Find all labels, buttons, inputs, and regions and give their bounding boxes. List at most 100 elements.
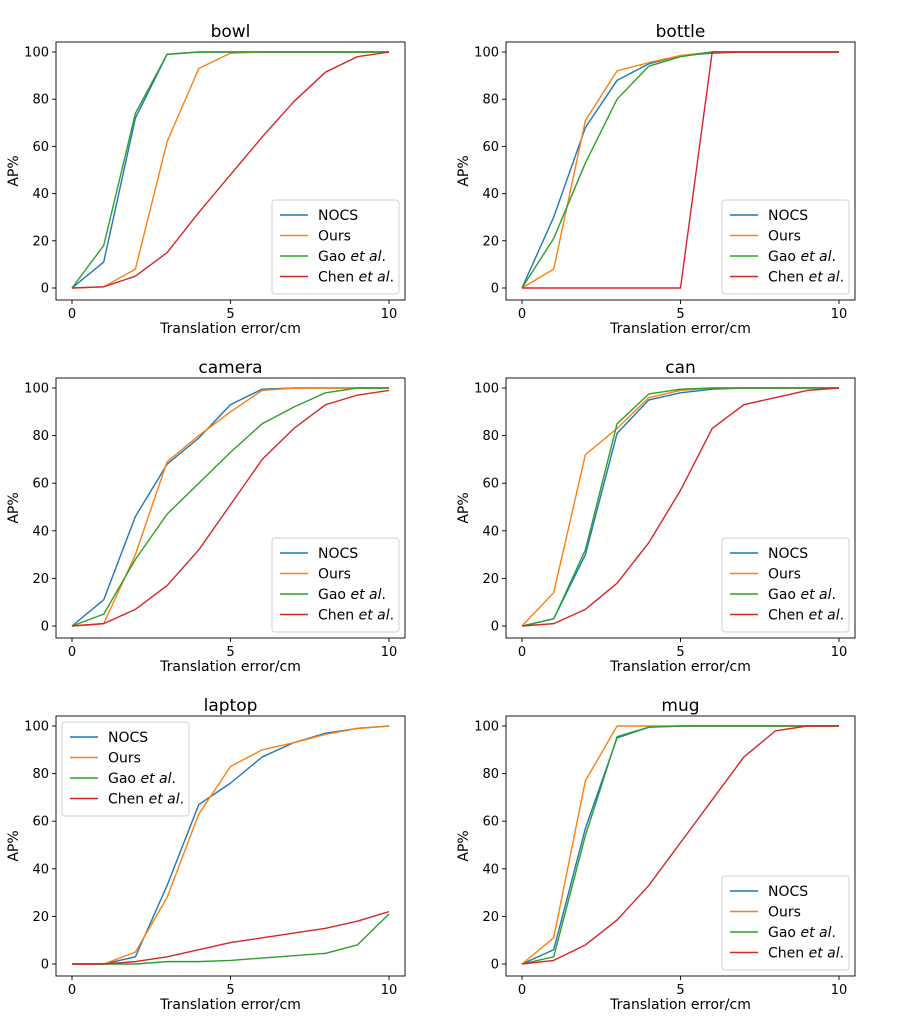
y-tick-label: 100: [24, 382, 49, 397]
legend: NOCS Ours Gao et al. Chen et al.: [61, 721, 190, 817]
legend: NOCS Ours Gao et al. Chen et al.: [721, 537, 850, 633]
legend-label-part: et al: [149, 792, 180, 808]
legend-label-part: et al: [140, 771, 171, 787]
legend-label-part: Ours: [768, 229, 801, 245]
legend-label-part: Chen: [108, 792, 149, 808]
legend-label-part: .: [840, 608, 844, 624]
chart-title: can: [665, 358, 696, 378]
y-tick-label: 80: [32, 767, 49, 782]
legend-label-part: et al: [809, 270, 840, 286]
y-tick-label: 100: [24, 720, 49, 735]
legend-label-part: Chen: [768, 608, 809, 624]
series-line-chen: [522, 51, 839, 289]
y-axis-label: AP%: [456, 155, 472, 186]
x-tick-label: 10: [381, 307, 398, 322]
y-tick-label: 100: [474, 46, 499, 61]
x-tick-label: 5: [226, 307, 234, 322]
legend-label-nocs: NOCS: [108, 730, 148, 746]
y-tick-label: 60: [482, 477, 499, 492]
y-axis-label: AP%: [6, 492, 22, 523]
y-tick-label: 0: [41, 620, 49, 635]
legend-label-part: et al: [359, 608, 390, 624]
x-axis-label: Translation error/cm: [159, 321, 301, 337]
y-tick-label: 20: [482, 572, 499, 587]
legend-label-nocs: NOCS: [768, 208, 808, 224]
legend-label-part: Ours: [108, 751, 141, 767]
legend-label-part: Gao: [318, 249, 350, 265]
legend-label-part: .: [831, 925, 835, 941]
x-tick-label: 0: [518, 645, 526, 660]
x-tick-label: 0: [68, 645, 76, 660]
x-tick-label: 10: [831, 645, 848, 660]
y-axis-label: AP%: [6, 155, 22, 186]
legend-label-part: Chen: [768, 270, 809, 286]
legend-label-part: NOCS: [108, 730, 148, 746]
legend-label-gao: Gao et al.: [768, 587, 836, 603]
chart-title: camera: [198, 358, 262, 378]
legend-label-part: Gao: [768, 925, 800, 941]
y-tick-label: 0: [491, 282, 499, 297]
legend-label-ours: Ours: [768, 567, 801, 583]
legend-label-gao: Gao et al.: [108, 771, 176, 787]
x-tick-label: 0: [68, 983, 76, 998]
series-line-chen: [71, 51, 390, 289]
y-tick-label: 40: [32, 187, 49, 202]
legend-label-part: .: [381, 249, 385, 265]
x-tick-label: 0: [518, 983, 526, 998]
x-axis-label: Translation error/cm: [609, 659, 751, 675]
series-line-chen: [521, 725, 839, 965]
legend-label-part: Gao: [768, 587, 800, 603]
x-tick-label: 0: [518, 307, 526, 322]
series-line-chen: [71, 389, 390, 627]
legend-label-part: Ours: [768, 905, 801, 921]
x-tick-label: 5: [226, 645, 234, 660]
legend-label-ours: Ours: [318, 229, 351, 245]
legend-label-chen: Chen et al.: [768, 608, 844, 624]
series-line-gao: [71, 387, 389, 627]
x-axis-label: Translation error/cm: [159, 997, 301, 1012]
chart-title: bottle: [656, 22, 706, 42]
legend-label-ours: Ours: [318, 567, 351, 583]
legend-label-part: .: [171, 771, 175, 787]
legend-box: [721, 537, 850, 633]
x-tick-label: 5: [226, 983, 234, 998]
x-axis-label: Translation error/cm: [159, 659, 301, 675]
y-axis-label: AP%: [456, 492, 472, 523]
legend-label-part: et al: [359, 270, 390, 286]
y-tick-label: 60: [32, 140, 49, 155]
legend-label-part: .: [831, 587, 835, 603]
legend-label-part: .: [831, 249, 835, 265]
legend-label-part: et al: [350, 587, 381, 603]
legend-label-part: .: [840, 946, 844, 962]
series-line-ours: [72, 725, 390, 965]
legend-label-part: NOCS: [318, 208, 358, 224]
series-line-gao: [521, 725, 839, 965]
y-tick-label: 80: [32, 93, 49, 108]
x-tick-label: 5: [676, 983, 684, 998]
series-line-nocs: [72, 725, 390, 965]
legend-label-part: .: [381, 587, 385, 603]
legend-label-chen: Chen et al.: [108, 792, 184, 808]
legend-label-part: NOCS: [768, 884, 808, 900]
legend-label-nocs: NOCS: [768, 546, 808, 562]
x-tick-label: 10: [831, 307, 848, 322]
chart-title: laptop: [204, 696, 258, 716]
y-tick-label: 0: [491, 620, 499, 635]
legend-label-chen: Chen et al.: [318, 608, 394, 624]
series-line-chen: [521, 387, 840, 627]
y-tick-label: 60: [32, 477, 49, 492]
legend-label-part: et al: [809, 946, 840, 962]
x-axis-label: Translation error/cm: [609, 321, 751, 337]
y-tick-label: 0: [491, 958, 499, 973]
legend-label-part: NOCS: [318, 546, 358, 562]
y-tick-label: 80: [482, 767, 499, 782]
y-tick-label: 20: [32, 910, 49, 925]
